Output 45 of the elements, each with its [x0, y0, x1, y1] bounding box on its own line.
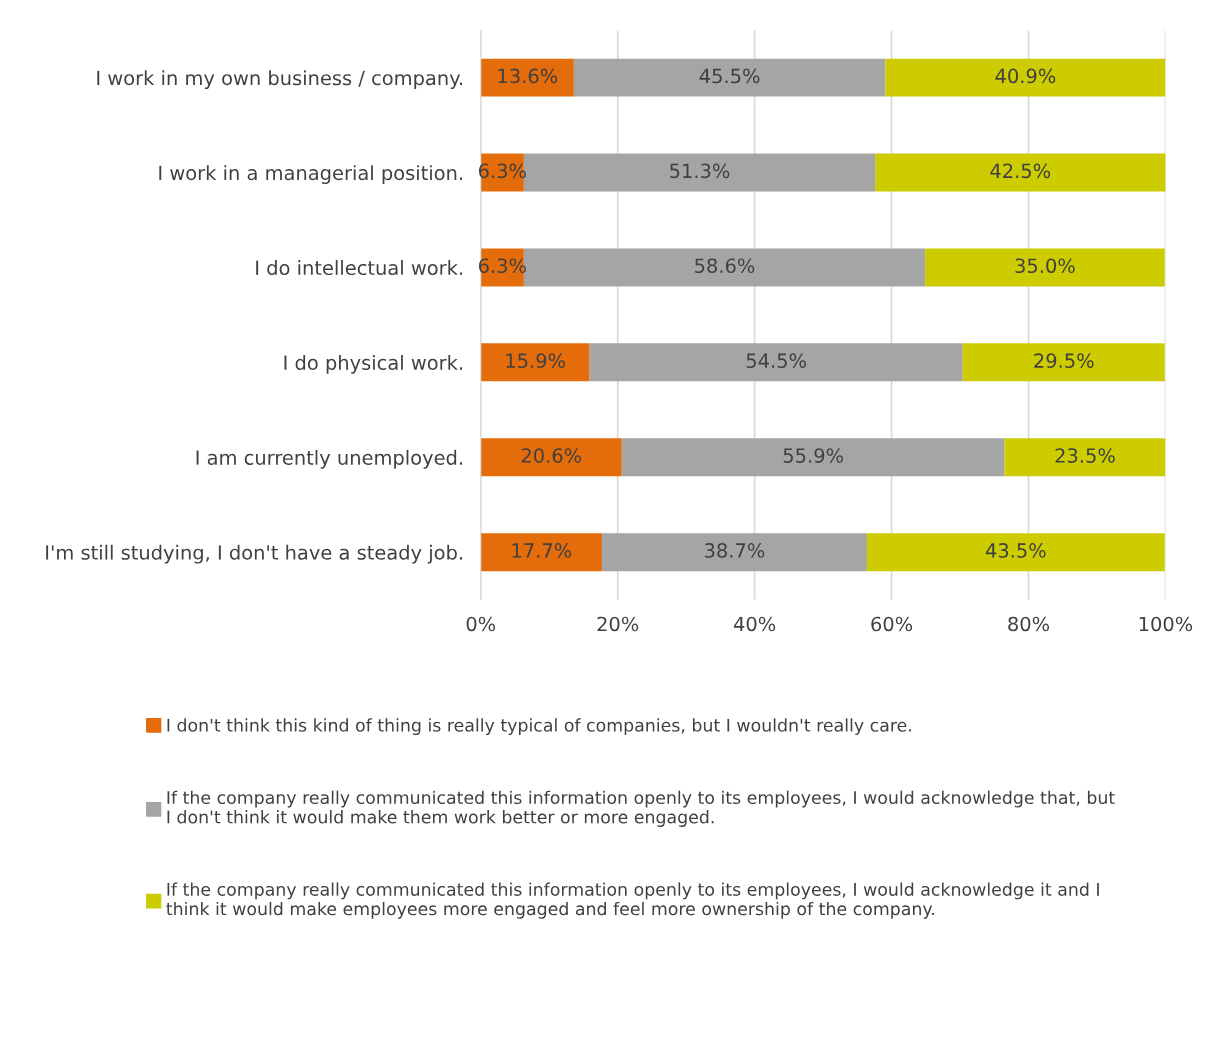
bar: [1004, 438, 1166, 477]
bar: [925, 248, 1165, 287]
bar: [480, 58, 574, 97]
data-label: 58.6%: [695, 258, 755, 274]
bar: [480, 533, 602, 572]
data-label: 17.7%: [512, 543, 572, 558]
data-label: 29.5%: [1034, 353, 1094, 368]
data-label: 20.6%: [521, 448, 582, 463]
y-tick-label: I work in a managerial position.: [159, 165, 462, 184]
bar: [885, 58, 1166, 97]
data-label: 13.6%: [498, 68, 558, 84]
data-label: 42.5%: [990, 163, 1051, 179]
bar: [589, 343, 963, 382]
data-label: 38.7%: [705, 543, 765, 558]
legend-label: I don't think this kind of thing is really typical of companies, but I wouldn't really care.: [167, 718, 911, 736]
y-tick-label: I do intellectual work.: [256, 260, 462, 276]
y-tick-label: I work in my own business / company.: [97, 70, 462, 90]
data-label: 55.9%: [783, 448, 843, 463]
x-tick-label: 0%: [466, 616, 496, 632]
bar: [866, 533, 1165, 572]
bar: [601, 533, 867, 572]
data-label: 54.5%: [746, 353, 806, 368]
bar: [480, 438, 622, 477]
data-label: 45.5%: [699, 68, 760, 84]
data-label: 43.5%: [985, 543, 1046, 558]
data-label: 51.3%: [670, 163, 730, 179]
bar: [621, 438, 1005, 477]
bar: [573, 58, 886, 97]
x-tick-label: 100%: [1139, 616, 1193, 632]
bar: [480, 343, 590, 382]
legend-label: If the company really communicated this information openly to its employees, I would acknowledge it and I think it would make employees more engaged and feel more ownership of the company.: [166, 882, 1099, 919]
x-tick-label: 60%: [871, 616, 913, 632]
legend-label: If the company really communicated this information openly to its employees, I would acknowledge that, but I don't think it would make them work better or more engaged.: [167, 790, 1115, 827]
x-tick-label: 80%: [1008, 616, 1050, 632]
data-label: 23.5%: [1055, 448, 1115, 463]
data-label: 35.0%: [1015, 258, 1075, 274]
y-tick-label: I am currently unemployed.: [196, 449, 462, 469]
x-tick-label: 20%: [597, 616, 639, 632]
y-tick-label: I do physical work.: [284, 354, 462, 374]
data-label: 40.9%: [995, 68, 1056, 84]
bar: [962, 343, 1165, 382]
x-tick-label: 40%: [733, 616, 776, 632]
y-tick-label: I'm still studying, I don't have a steady job.: [46, 544, 462, 564]
data-label: 15.9%: [506, 353, 565, 368]
bar: [875, 153, 1166, 192]
